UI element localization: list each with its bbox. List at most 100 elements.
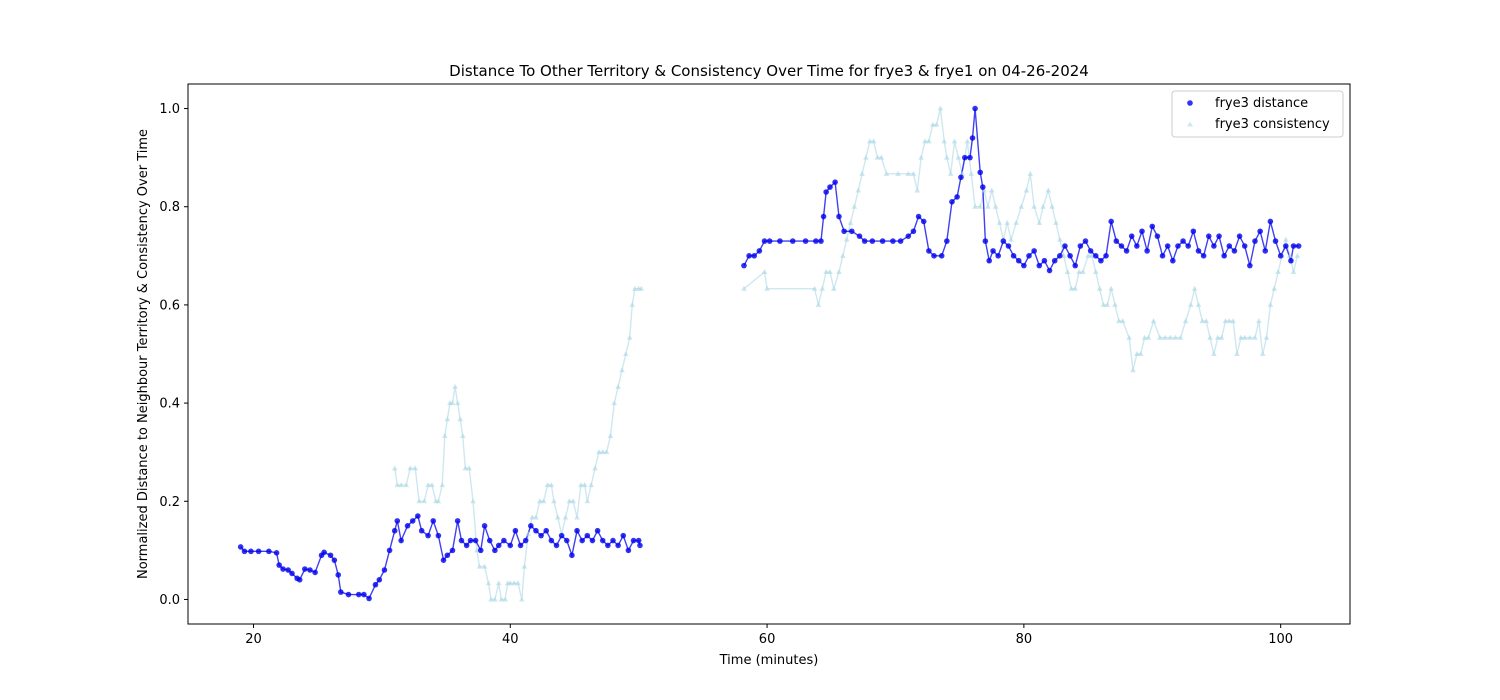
- legend-marker-consistency: [1187, 121, 1193, 127]
- consistency-point: [441, 432, 448, 438]
- distance-point: [289, 570, 295, 577]
- distance-point: [620, 532, 627, 539]
- consistency-point: [1057, 236, 1063, 242]
- consistency-point: [1252, 334, 1258, 340]
- distance-point: [454, 518, 461, 524]
- distance-point: [944, 238, 950, 244]
- distance-point: [331, 557, 338, 563]
- distance-point: [574, 527, 580, 534]
- x-axis-label: Time (minutes): [719, 653, 819, 668]
- consistency-point: [537, 498, 543, 504]
- consistency-point: [1116, 318, 1122, 324]
- consistency-point: [1234, 351, 1240, 356]
- distance-point: [823, 189, 829, 195]
- consistency-point: [1187, 301, 1194, 307]
- distance-point: [361, 591, 367, 598]
- consistency-point: [588, 482, 594, 488]
- distance-point: [1205, 233, 1212, 239]
- distance-point: [995, 253, 1001, 259]
- consistency-point: [1076, 269, 1082, 275]
- consistency-point: [1008, 236, 1014, 242]
- distance-point: [1000, 238, 1007, 244]
- distance-point: [979, 184, 986, 190]
- distance-point: [1241, 243, 1248, 249]
- distance-point: [926, 248, 932, 254]
- consistency-point: [462, 465, 469, 471]
- consistency-point: [1283, 236, 1289, 242]
- consistency-point: [596, 449, 602, 455]
- consistency-point: [435, 498, 442, 504]
- distance-point: [630, 537, 637, 544]
- distance-point: [486, 537, 493, 544]
- distance-point: [1087, 248, 1094, 254]
- distance-point: [1257, 228, 1263, 235]
- distance-point: [248, 548, 254, 555]
- consistency-point: [1104, 301, 1111, 307]
- legend-frame: [1171, 90, 1344, 138]
- consistency-point: [511, 580, 517, 586]
- y-tick-label: 0.4: [159, 397, 180, 412]
- distance-point: [635, 537, 642, 544]
- distance-point: [1252, 238, 1258, 244]
- consistency-point: [1218, 334, 1225, 340]
- legend: frye3 distance frye3 consistency: [1171, 90, 1344, 138]
- consistency-point: [1085, 252, 1091, 258]
- distance-point: [1159, 253, 1166, 259]
- distance-point: [1283, 243, 1289, 249]
- distance-point: [386, 547, 393, 554]
- consistency-point: [1130, 367, 1136, 373]
- distance-point: [820, 213, 827, 220]
- distance-point: [890, 238, 896, 244]
- consistency-point: [454, 400, 461, 406]
- distance-point: [1236, 233, 1243, 239]
- distance-point: [435, 532, 442, 539]
- distance-point: [756, 248, 763, 254]
- consistency-point: [570, 498, 576, 504]
- consistency-point: [492, 596, 498, 602]
- distance-point: [990, 248, 996, 254]
- distance-point: [954, 194, 960, 200]
- distance-point: [533, 527, 539, 534]
- consistency-point: [452, 383, 458, 389]
- consistency-point: [632, 285, 638, 291]
- consistency-point: [581, 482, 588, 488]
- distance-point: [1036, 262, 1043, 269]
- consistency-point: [502, 596, 508, 602]
- y-tick-label: 0.2: [159, 495, 180, 510]
- consistency-point: [548, 482, 555, 488]
- distance-point: [1077, 243, 1084, 249]
- distance-point: [1092, 253, 1099, 259]
- consistency-point: [1207, 334, 1213, 340]
- distance-point: [818, 238, 824, 244]
- distance-point: [463, 542, 470, 549]
- distance-point: [237, 544, 244, 550]
- distance-point: [404, 523, 411, 529]
- consistency-point: [811, 285, 818, 291]
- consistency-point: [955, 154, 962, 160]
- consistency-point: [1195, 301, 1202, 307]
- distance-point: [1221, 253, 1227, 259]
- consistency-point: [815, 301, 822, 307]
- x-tick-label: 100: [1268, 632, 1293, 647]
- distance-point: [327, 552, 334, 559]
- distance-point: [1272, 238, 1279, 244]
- consistency-point: [481, 563, 488, 569]
- distance-point: [1200, 253, 1207, 259]
- consistency-point: [866, 138, 873, 144]
- distance-point: [1149, 223, 1156, 230]
- consistency-point: [623, 351, 629, 356]
- consistency-point: [840, 252, 846, 258]
- consistency-point: [968, 170, 975, 176]
- distance-point: [958, 174, 964, 181]
- consistency-point: [574, 514, 580, 520]
- consistency-line: [743, 108, 1299, 371]
- distance-point: [986, 257, 993, 264]
- y-tick-label: 1.0: [159, 102, 180, 117]
- consistency-point: [1286, 252, 1293, 258]
- consistency-point: [764, 285, 770, 291]
- consistency-point: [554, 514, 561, 520]
- distance-point: [495, 542, 502, 549]
- consistency-point: [1013, 219, 1019, 225]
- consistency-point: [629, 301, 636, 307]
- consistency-point: [615, 383, 621, 389]
